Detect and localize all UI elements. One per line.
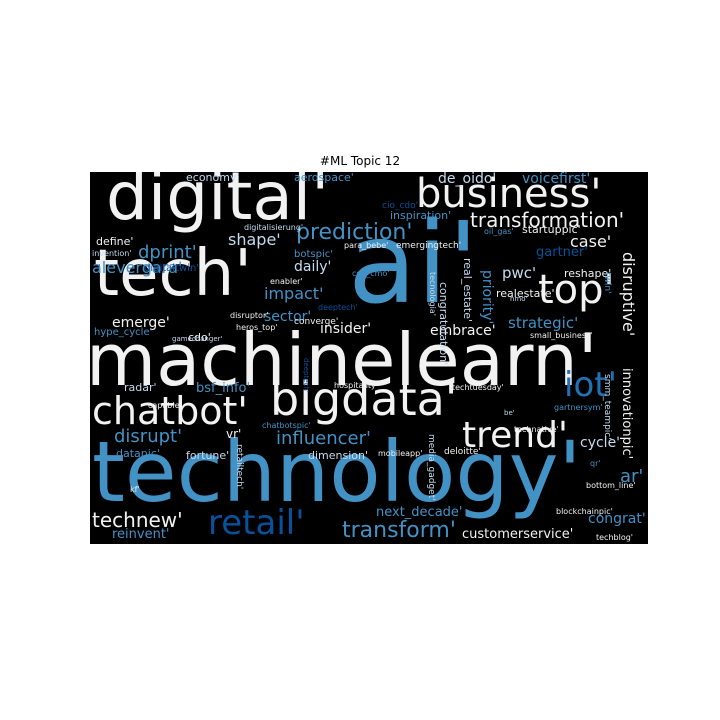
word-ai: ai' — [348, 199, 479, 329]
word-blockchainpic: blockchainpic' — [556, 507, 613, 516]
word-be: be' — [504, 409, 515, 417]
word-nmo: nmo' — [510, 295, 528, 303]
word-deloitte: deloitte' — [444, 447, 481, 457]
word-twin: twin' — [602, 272, 612, 294]
word-cloud: ai' technology' machinelearn' digital' t… — [90, 172, 648, 544]
word-prediction: prediction' — [296, 220, 413, 245]
word-congrat: congrat' — [588, 511, 646, 527]
word-bsf-info: bsf_info' — [196, 381, 251, 396]
word-retailtech: retailtech' — [234, 444, 244, 490]
word-voicefirst: voicefirst' — [522, 172, 591, 187]
word-congratulation: congratulation' — [437, 282, 450, 366]
word-influencer: influencer' — [276, 428, 371, 449]
word-gartner: gartner' — [536, 245, 588, 260]
word-invention: invention' — [92, 249, 132, 258]
word-transform: transform' — [342, 518, 456, 543]
word-disrupt: disrupt' — [114, 426, 183, 447]
word-qr: qr' — [590, 459, 601, 468]
word-cio-cdo: cio_cdo' — [382, 201, 419, 211]
word-enabler: enabler' — [270, 277, 303, 286]
word-digitalisierung: digitalisierung' — [244, 223, 304, 232]
word-deeptech: deeptech' — [318, 303, 358, 312]
word-reinvent: reinvent' — [112, 527, 170, 542]
word-real-estate: real_estate' — [461, 258, 474, 323]
word-mobileapp: mobileapp' — [378, 449, 423, 458]
word-de-oido: de_oido' — [438, 172, 497, 187]
word-ar: ar' — [620, 466, 644, 487]
word-case: case' — [570, 232, 612, 251]
word-small-business: small_business' — [530, 331, 593, 340]
word-ceo-cmo: ceo_cmo' — [352, 269, 390, 278]
word-inspiration: inspiration' — [390, 209, 452, 222]
word-shape: shape' — [228, 230, 281, 249]
word-dgeconomy: deeptech' — [302, 358, 310, 393]
word-emerge: emerge' — [112, 315, 170, 331]
word-datapic: datapic' — [116, 447, 160, 460]
word-innovationpic: innovationpic' — [619, 368, 634, 460]
word-dimension: dimension' — [308, 449, 369, 462]
word-embrace: embrace' — [430, 323, 496, 339]
word-smm-teampic: smm_teampic' — [602, 374, 612, 440]
word-digitaltwin: digitaltwin' — [144, 263, 200, 274]
word-bigdata: bigdata' — [270, 372, 458, 426]
word-gartnersym: gartnersym' — [554, 403, 603, 412]
word-transformation: transformation' — [470, 208, 625, 232]
word-insider: insider' — [320, 321, 372, 337]
word-techblog: techblog' — [596, 533, 633, 542]
word-para-bebe: para_bebe' — [344, 241, 389, 250]
word-daily: daily' — [294, 259, 332, 275]
word-media-gadget: media_gadget' — [426, 434, 436, 501]
word-disruptive: disruptive' — [619, 252, 638, 337]
word-bottom-line: bottom_line' — [586, 481, 636, 490]
word-hospitality: hospitality' — [334, 381, 378, 390]
word-startuppic: startuppic' — [522, 223, 581, 236]
word-capable: capable' — [148, 401, 182, 410]
word-tech: tech' — [94, 237, 252, 311]
word-oil-gas: oil_gas' — [484, 227, 514, 236]
word-chatbotspic: chatbotspic' — [262, 421, 311, 430]
word-fortune: fortune' — [186, 449, 230, 462]
word-converge: converge' — [294, 317, 339, 327]
word-sector: sector' — [264, 309, 312, 325]
word-customerservice: customerservice' — [462, 527, 574, 542]
word-machinelearn: machinelearn' — [90, 318, 598, 402]
word-iot: iot' — [564, 365, 617, 405]
word-radar: radar' — [124, 381, 157, 394]
word-cdo: cdo' — [188, 331, 211, 344]
word-chatbot: chatbot' — [92, 389, 248, 433]
word-digital: digital' — [106, 172, 330, 235]
word-gamechanger: gamechanger' — [172, 335, 223, 343]
word-disruptor: disruptor' — [230, 311, 269, 320]
word-define: define' — [96, 235, 134, 248]
word-botspic: botspic' — [294, 249, 333, 260]
word-heros-top: heros_top' — [236, 323, 278, 332]
word-dprint: dprint' — [138, 242, 197, 263]
word-impact: impact' — [264, 284, 324, 303]
word-technew: technew' — [92, 508, 183, 532]
word-techtuesday: techtuesday' — [452, 383, 504, 392]
word-tecnologia: tecnologia' — [428, 272, 437, 316]
word-alevergara: alevergara' — [92, 258, 183, 277]
word-vr: vr' — [226, 427, 242, 441]
word-kf: kf' — [130, 485, 140, 494]
word-trend: trend' — [462, 415, 568, 456]
word-business: business' — [416, 172, 602, 217]
word-priority: priority' — [479, 270, 495, 325]
word-technative: technative' — [514, 425, 559, 434]
figure-title: #ML Topic 12 — [319, 154, 401, 168]
word-economy: economy' — [186, 172, 240, 184]
word-retail: retail' — [208, 503, 305, 543]
word-aerospace: aerospace' — [294, 172, 354, 184]
word-realestate: realestate' — [496, 287, 555, 300]
word-reshape: reshape' — [564, 267, 612, 280]
word-next-decade: next_decade' — [376, 505, 463, 520]
word-pwc: pwc' — [502, 264, 537, 282]
word-technology: technology' — [92, 423, 582, 521]
word-emergingtech: emergingtech' — [396, 241, 462, 251]
word-hype-cycle: hype_cycle' — [94, 327, 153, 338]
word-top: top' — [538, 267, 615, 313]
word-cycle: cycle' — [580, 435, 621, 451]
word-strategic: strategic' — [508, 314, 579, 332]
